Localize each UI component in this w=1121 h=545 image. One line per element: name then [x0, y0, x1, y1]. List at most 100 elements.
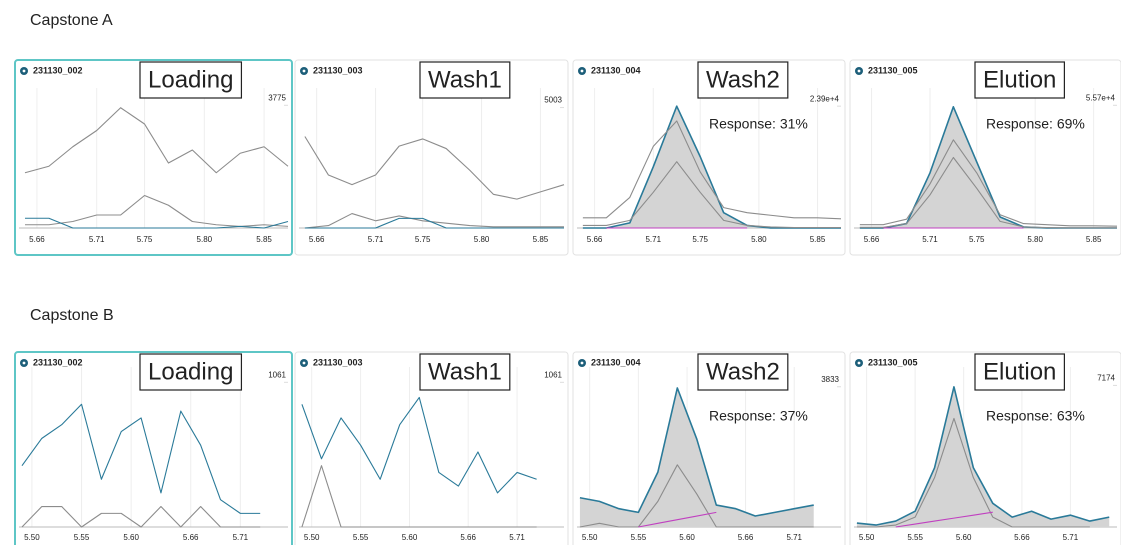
- x-tick-label: 5.60: [402, 533, 418, 542]
- label-frame: [974, 61, 1065, 99]
- response-annotation: Response: 69%: [986, 116, 1085, 132]
- x-tick-label: 5.75: [415, 235, 431, 244]
- x-tick-label: 5.66: [1014, 533, 1030, 542]
- stage-label: Wash2: [706, 358, 780, 385]
- x-tick-label: 5.71: [645, 235, 661, 244]
- x-tick-label: 5.55: [353, 533, 369, 542]
- x-tick-label: 5.75: [137, 235, 153, 244]
- y-max-label: 3833: [821, 375, 839, 384]
- x-tick-label: 5.50: [304, 533, 320, 542]
- stage-label: Loading: [148, 358, 233, 385]
- trace: [24, 107, 289, 174]
- x-tick-label: 5.80: [751, 235, 767, 244]
- x-tick-label: 5.80: [197, 235, 213, 244]
- x-tick-label: 5.71: [368, 235, 384, 244]
- x-tick-label: 5.71: [233, 533, 249, 542]
- trace: [21, 403, 261, 514]
- panel: [572, 351, 846, 545]
- panel: [14, 351, 293, 545]
- x-tick-label: 5.55: [631, 533, 647, 542]
- x-tick-label: 5.55: [74, 533, 90, 542]
- sample-icon-dot: [22, 361, 26, 365]
- sample-id: 231130_004: [591, 357, 641, 367]
- label-frame: [419, 61, 511, 99]
- x-tick-label: 5.71: [509, 533, 525, 542]
- x-tick-label: 5.55: [907, 533, 923, 542]
- peak-area: [579, 387, 814, 527]
- y-max-label: 5003: [544, 96, 562, 105]
- trace: [859, 156, 1117, 229]
- sample-icon-dot: [302, 69, 306, 73]
- x-tick-label: 5.80: [1027, 235, 1043, 244]
- sample-id: 231130_005: [868, 65, 918, 75]
- label-box: Loading: [139, 353, 243, 391]
- trace: [304, 213, 564, 229]
- x-tick-label: 5.50: [582, 533, 598, 542]
- x-tick-label: 5.66: [309, 235, 325, 244]
- stage-label: Loading: [148, 66, 233, 93]
- trace: [579, 464, 814, 528]
- trace: [24, 217, 289, 229]
- label-box: Wash1: [419, 61, 511, 99]
- trace: [301, 396, 537, 494]
- response-annotation: Response: 63%: [986, 408, 1085, 424]
- x-tick-label: 5.80: [474, 235, 490, 244]
- stage-label: Wash2: [706, 66, 780, 93]
- y-max-label: 1061: [268, 370, 286, 379]
- y-max-label: 2.39e+4: [810, 94, 840, 103]
- trace: [856, 417, 1090, 528]
- response-annotation: Response: 37%: [709, 408, 808, 424]
- x-tick-label: 5.66: [587, 235, 603, 244]
- trace: [304, 217, 564, 229]
- label-box: Elution: [974, 61, 1065, 99]
- trace: [856, 386, 1110, 526]
- x-tick-label: 5.75: [692, 235, 708, 244]
- label-frame: [419, 353, 511, 391]
- label-box: Wash2: [697, 61, 789, 99]
- label-box: Elution: [974, 353, 1065, 391]
- trace: [21, 505, 261, 528]
- x-tick-label: 5.60: [679, 533, 695, 542]
- label-frame: [697, 353, 789, 391]
- label-box: Wash1: [419, 353, 511, 391]
- y-max-label: 3775: [268, 93, 286, 102]
- x-tick-label: 5.50: [859, 533, 875, 542]
- trace: [638, 511, 717, 528]
- sample-id: 231130_002: [33, 357, 83, 367]
- x-tick-label: 5.66: [183, 533, 199, 542]
- panel: [14, 59, 293, 256]
- x-tick-label: 5.60: [123, 533, 139, 542]
- sample-id: 231130_003: [313, 357, 363, 367]
- panel: [294, 59, 569, 256]
- label-box: Loading: [139, 61, 243, 99]
- x-tick-label: 5.66: [460, 533, 476, 542]
- x-tick-label: 5.85: [1086, 235, 1102, 244]
- sample-icon-dot: [580, 69, 584, 73]
- sample-icon-dot: [22, 69, 26, 73]
- x-tick-label: 5.60: [956, 533, 972, 542]
- y-max-label: 5.57e+4: [1086, 93, 1116, 102]
- sample-id: 231130_004: [591, 65, 641, 75]
- trace: [582, 161, 841, 229]
- section-title: Capstone B: [30, 307, 114, 324]
- x-tick-label: 5.85: [810, 235, 826, 244]
- x-tick-label: 5.85: [256, 235, 272, 244]
- sample-icon-dot: [302, 361, 306, 365]
- trace: [579, 387, 814, 517]
- label-box: Wash2: [697, 353, 789, 391]
- sample-id: 231130_002: [33, 65, 83, 75]
- x-tick-label: 5.66: [738, 533, 754, 542]
- x-tick-label: 5.71: [922, 235, 938, 244]
- stage-label: Wash1: [428, 358, 502, 385]
- trace: [304, 136, 565, 200]
- x-tick-label: 5.71: [89, 235, 105, 244]
- x-tick-label: 5.71: [1063, 533, 1079, 542]
- label-frame: [139, 353, 243, 391]
- stage-label: Elution: [983, 66, 1056, 93]
- x-tick-label: 5.75: [969, 235, 985, 244]
- x-tick-label: 5.85: [533, 235, 549, 244]
- sample-icon-dot: [857, 361, 861, 365]
- sample-id: 231130_005: [868, 357, 918, 367]
- label-frame: [974, 353, 1065, 391]
